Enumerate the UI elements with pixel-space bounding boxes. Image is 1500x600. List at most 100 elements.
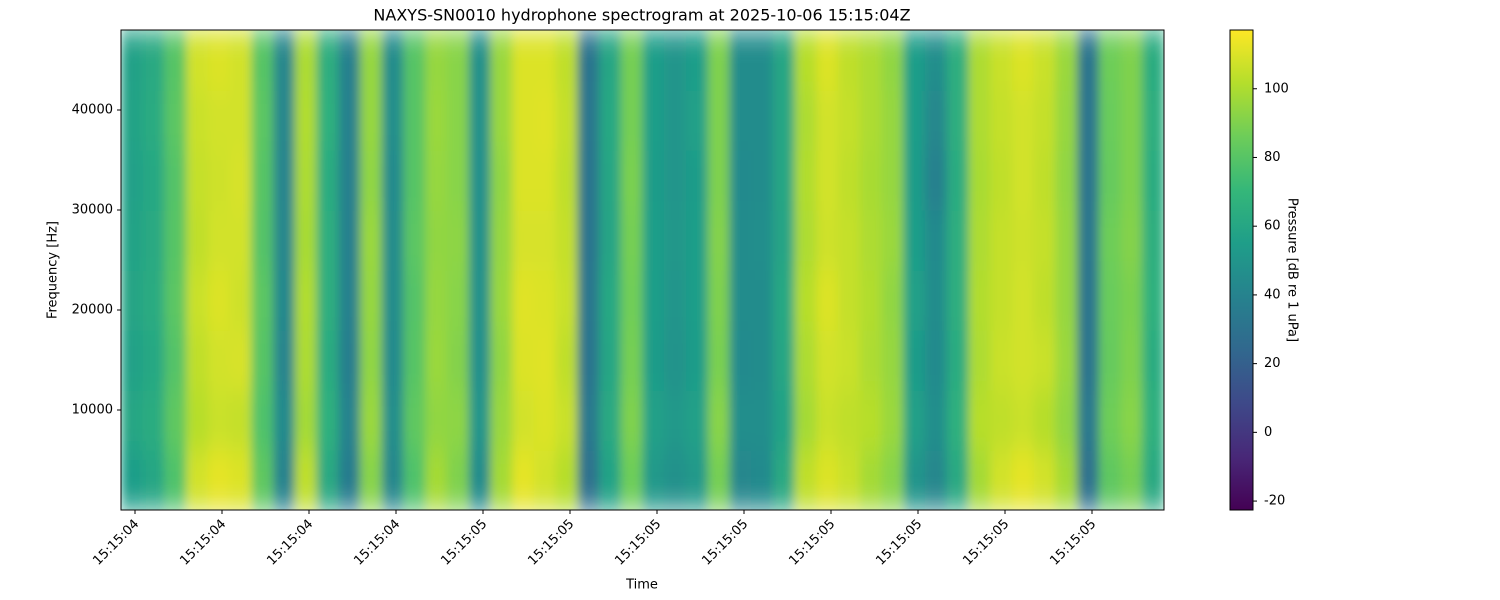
heatmap-cell <box>1055 330 1078 391</box>
heatmap-cell <box>316 150 339 211</box>
heatmap-cell <box>642 390 665 451</box>
y-tick-label: 10000 <box>72 403 113 418</box>
colorbar <box>1229 29 1254 511</box>
heatmap-cell <box>729 330 752 391</box>
heatmap-cell <box>620 150 644 211</box>
heatmap-cell <box>1077 330 1100 391</box>
heatmap-cell <box>1098 270 1122 331</box>
heatmap-cell <box>772 90 796 151</box>
heatmap-cell <box>338 390 361 451</box>
heatmap-cell <box>751 270 774 331</box>
heatmap-cell <box>229 210 252 271</box>
heatmap-cell <box>946 390 970 451</box>
heatmap-cell <box>642 150 665 211</box>
heatmap-cell <box>664 450 687 510</box>
heatmap-cell <box>946 210 970 271</box>
heatmap-cell <box>599 30 622 91</box>
heatmap-cell <box>794 390 817 451</box>
heatmap-cell <box>685 30 709 91</box>
heatmap-cell <box>316 90 339 151</box>
heatmap-cell <box>794 30 817 91</box>
heatmap-cell <box>1098 210 1122 271</box>
heatmap-cell <box>490 150 513 211</box>
heatmap-cell <box>990 450 1013 510</box>
heatmap-cell <box>207 210 231 271</box>
heatmap-cell <box>664 270 687 331</box>
heatmap-cell <box>729 270 752 331</box>
heatmap-cell <box>599 450 622 510</box>
heatmap-cell <box>816 450 839 510</box>
heatmap-cell <box>468 270 491 331</box>
heatmap-cell <box>990 150 1013 211</box>
heatmap-cell <box>1120 150 1143 211</box>
heatmap-cell <box>251 330 274 391</box>
heatmap-cell <box>186 330 209 391</box>
heatmap-cell <box>1033 150 1056 211</box>
heatmap-cell <box>1055 390 1078 451</box>
heatmap-cell <box>1011 30 1035 91</box>
heatmap-cell <box>207 30 231 91</box>
heatmap-cell <box>881 390 904 451</box>
heatmap-cell <box>1033 30 1056 91</box>
heatmap-cell <box>794 450 817 510</box>
heatmap-cell <box>794 270 817 331</box>
y-axis-label: Frequency [Hz] <box>46 221 61 319</box>
heatmap-cell <box>838 90 861 151</box>
heatmap-cell <box>164 150 187 211</box>
heatmap-cell <box>338 450 361 510</box>
heatmap-cell <box>273 390 296 451</box>
heatmap-cell <box>838 150 861 211</box>
heatmap-cell <box>946 90 970 151</box>
heatmap-cell <box>316 390 339 451</box>
heatmap-cell <box>555 390 578 451</box>
heatmap-cell <box>664 390 687 451</box>
heatmap-cell <box>229 390 252 451</box>
heatmap-cell <box>381 150 405 211</box>
heatmap-cell <box>1077 90 1100 151</box>
heatmap-cell <box>555 210 578 271</box>
colorbar-tick-label: 20 <box>1264 356 1281 371</box>
heatmap-cell <box>555 330 578 391</box>
heatmap-cell <box>1120 390 1143 451</box>
heatmap-cell <box>946 270 970 331</box>
heatmap-cell <box>229 30 252 91</box>
heatmap-cell <box>186 210 209 271</box>
heatmap-cell <box>468 330 491 391</box>
heatmap-cell <box>360 210 383 271</box>
heatmap-cell <box>251 270 274 331</box>
colorbar-tick-label: 0 <box>1264 425 1272 440</box>
heatmap-cell <box>273 150 296 211</box>
heatmap-cell <box>816 150 839 211</box>
heatmap-cell <box>360 90 383 151</box>
heatmap-cell <box>1011 210 1035 271</box>
heatmap-cell <box>577 390 600 451</box>
heatmap-cell <box>229 330 252 391</box>
heatmap-cell <box>403 450 426 510</box>
heatmap-cell <box>685 270 709 331</box>
heatmap-cell <box>1077 270 1100 331</box>
heatmap-cell <box>642 270 665 331</box>
heatmap-cell <box>794 150 817 211</box>
heatmap-cell <box>751 450 774 510</box>
heatmap-cell <box>751 150 774 211</box>
heatmap-cell <box>968 30 991 91</box>
heatmap-cell <box>794 90 817 151</box>
heatmap-cell <box>229 270 252 331</box>
heatmap-cell <box>1120 450 1143 510</box>
heatmap-cell <box>838 390 861 451</box>
heatmap-cell <box>924 30 948 91</box>
heatmap-cell <box>294 330 318 391</box>
heatmap-cell <box>229 450 252 510</box>
heatmap-cell <box>381 450 405 510</box>
heatmap-cell <box>164 270 187 331</box>
heatmap-cell <box>186 270 209 331</box>
heatmap-cell <box>729 30 752 91</box>
heatmap-cell <box>1055 210 1078 271</box>
heatmap-cell <box>338 330 361 391</box>
heatmap-cell <box>642 450 665 510</box>
heatmap-cell <box>1142 90 1164 151</box>
heatmap-cell <box>707 90 731 151</box>
heatmap-cell <box>316 210 339 271</box>
heatmap-cell <box>620 330 644 391</box>
heatmap-cell <box>186 450 209 510</box>
